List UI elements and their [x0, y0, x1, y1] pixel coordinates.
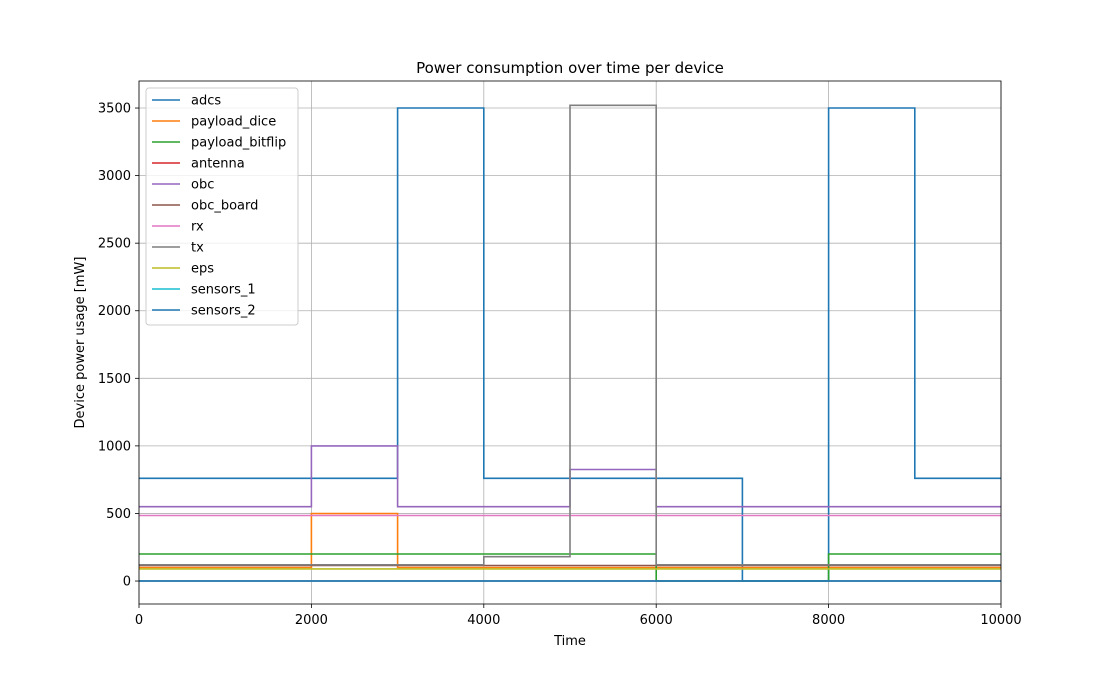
x-tick-label: 4000 — [467, 613, 500, 628]
legend-box — [145, 87, 299, 326]
plot-frame — [138, 80, 1002, 605]
x-tick-label: 6000 — [640, 613, 673, 628]
legend-label: tx — [191, 241, 204, 256]
y-tick-label: 0 — [123, 575, 131, 590]
legend-label: sensors_1 — [191, 283, 256, 298]
legend-label: rx — [191, 220, 204, 235]
chart-title: Power consumption over time per device — [416, 59, 724, 77]
x-axis-label: Time — [553, 634, 586, 649]
y-tick-label: 500 — [106, 507, 131, 522]
x-tick-label: 10000 — [980, 613, 1021, 628]
y-tick-label: 2500 — [98, 237, 131, 252]
y-tick-label: 3500 — [98, 102, 131, 117]
legend-label: payload_bitflip — [191, 136, 286, 151]
legend-label: obc — [191, 178, 214, 193]
y-tick-label: 1500 — [98, 372, 131, 387]
x-tick-label: 8000 — [812, 613, 845, 628]
series-line-payload-dice — [139, 512, 1001, 569]
legend-label: antenna — [191, 157, 245, 172]
legend-label: eps — [191, 262, 214, 277]
y-tick-label: 1000 — [98, 439, 131, 454]
y-tick-label: 3000 — [98, 169, 131, 184]
legend-label: adcs — [191, 94, 221, 109]
x-tick-label: 2000 — [295, 613, 328, 628]
legend-label: payload_dice — [191, 115, 276, 130]
series-lines — [139, 104, 1001, 582]
legend-label: sensors_2 — [191, 304, 256, 319]
legend-label: obc_board — [191, 199, 258, 214]
series-line-adcs — [139, 107, 1001, 582]
y-tick-label: 2000 — [98, 304, 131, 319]
axis-ticks: 0 2000 4000 6000 8000 10000 0 500 1000 1500 2000 25… — [98, 102, 1022, 628]
x-tick-label: 0 — [135, 613, 143, 628]
series-line-tx — [139, 104, 1001, 566]
y-axis-label: Device power usage [mW] — [73, 257, 88, 429]
